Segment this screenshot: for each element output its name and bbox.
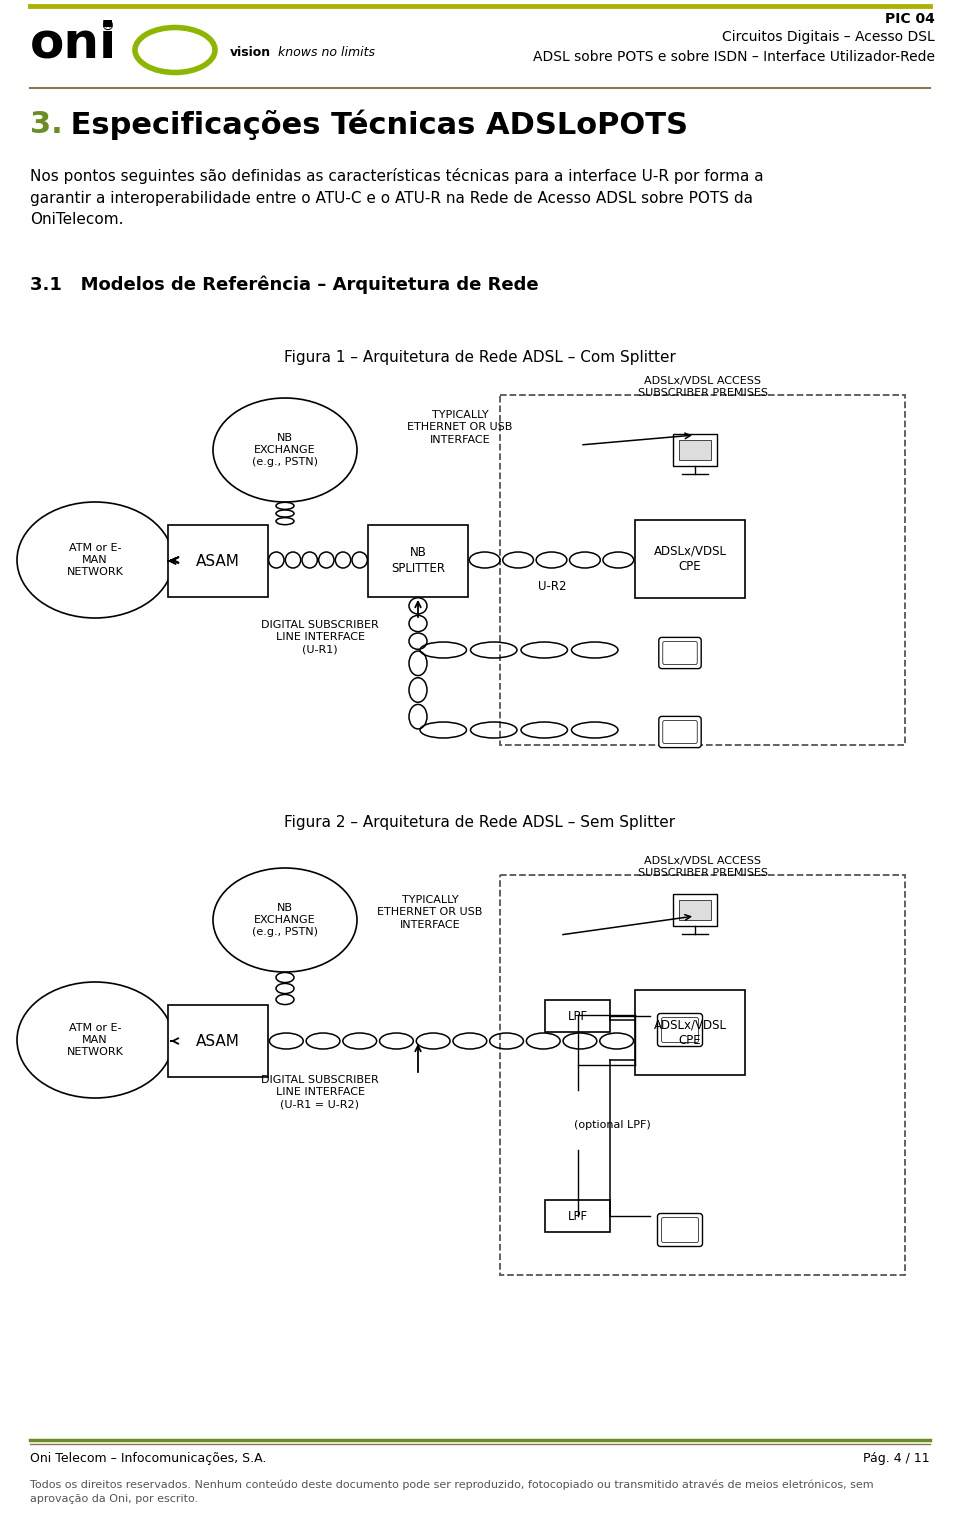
Bar (500, 394, 905, 745)
Text: oni: oni (30, 20, 117, 67)
Bar (635, 520, 745, 598)
Text: ADSLx/VDSL ACCESS
SUBSCRIBER PREMISES: ADSLx/VDSL ACCESS SUBSCRIBER PREMISES (638, 856, 768, 878)
Text: DIGITAL SUBSCRIBER
LINE INTERFACE
(U-R1 = U-R2): DIGITAL SUBSCRIBER LINE INTERFACE (U-R1 … (261, 1075, 379, 1110)
Bar (673, 894, 717, 927)
Text: Nos pontos seguintes são definidas as características técnicas para a interface : Nos pontos seguintes são definidas as ca… (30, 168, 763, 228)
Bar (673, 434, 717, 466)
Text: ADSLx/VDSL
CPE: ADSLx/VDSL CPE (654, 1018, 727, 1047)
Ellipse shape (17, 502, 173, 618)
Text: ®: ® (100, 20, 114, 34)
Bar (168, 1005, 268, 1076)
FancyBboxPatch shape (659, 717, 701, 748)
Text: NB
SPLITTER: NB SPLITTER (391, 546, 445, 575)
Text: ADSLx/VDSL
CPE: ADSLx/VDSL CPE (654, 544, 727, 573)
Ellipse shape (17, 982, 173, 1098)
Text: 3.: 3. (30, 110, 62, 139)
Text: knows no limits: knows no limits (278, 46, 375, 58)
Bar (168, 524, 268, 596)
Text: ADSLx/VDSL ACCESS
SUBSCRIBER PREMISES: ADSLx/VDSL ACCESS SUBSCRIBER PREMISES (638, 376, 768, 398)
Text: NB
EXCHANGE
(e.g., PSTN): NB EXCHANGE (e.g., PSTN) (252, 902, 318, 937)
Text: Pág. 4 / 11: Pág. 4 / 11 (863, 1453, 930, 1465)
FancyBboxPatch shape (658, 1014, 703, 1046)
Text: (optional LPF): (optional LPF) (574, 1121, 650, 1130)
Text: Oni Telecom – Infocomunicações, S.A.: Oni Telecom – Infocomunicações, S.A. (30, 1453, 266, 1465)
Text: Figura 2 – Arquitetura de Rede ADSL – Sem Splitter: Figura 2 – Arquitetura de Rede ADSL – Se… (284, 815, 676, 830)
Text: ATM or E-
MAN
NETWORK: ATM or E- MAN NETWORK (66, 1023, 124, 1058)
Text: ADSL sobre POTS e sobre ISDN – Interface Utilizador-Rede: ADSL sobre POTS e sobre ISDN – Interface… (533, 50, 935, 64)
Text: Circuitos Digitais – Acesso DSL: Circuitos Digitais – Acesso DSL (722, 31, 935, 44)
Text: ATM or E-
MAN
NETWORK: ATM or E- MAN NETWORK (66, 543, 124, 578)
Bar (545, 1200, 610, 1232)
Bar (680, 440, 710, 460)
Bar (545, 1000, 610, 1032)
Text: TYPICALLY
ETHERNET OR USB
INTERFACE: TYPICALLY ETHERNET OR USB INTERFACE (407, 410, 513, 445)
Text: U-R2: U-R2 (538, 579, 566, 593)
Text: PIC 04: PIC 04 (885, 12, 935, 26)
Text: Todos os direitos reservados. Nenhum conteúdo deste documento pode ser reproduzi: Todos os direitos reservados. Nenhum con… (30, 1480, 874, 1505)
Text: DIGITAL SUBSCRIBER
LINE INTERFACE
(U-R1): DIGITAL SUBSCRIBER LINE INTERFACE (U-R1) (261, 619, 379, 654)
FancyBboxPatch shape (658, 1214, 703, 1246)
FancyBboxPatch shape (659, 638, 701, 668)
Bar (680, 899, 710, 920)
Text: 3.1   Modelos de Referência – Arquitetura de Rede: 3.1 Modelos de Referência – Arquitetura … (30, 275, 539, 294)
Bar (500, 875, 905, 1275)
Bar (635, 989, 745, 1075)
Text: Especificações Técnicas ADSLoPOTS: Especificações Técnicas ADSLoPOTS (60, 110, 688, 141)
Text: Figura 1 – Arquitetura de Rede ADSL – Com Splitter: Figura 1 – Arquitetura de Rede ADSL – Co… (284, 350, 676, 365)
Text: vision: vision (230, 46, 271, 58)
Text: ASAM: ASAM (196, 553, 240, 569)
Ellipse shape (213, 398, 357, 502)
Text: LPF: LPF (567, 1209, 588, 1223)
Bar (368, 524, 468, 596)
Ellipse shape (213, 868, 357, 972)
Text: TYPICALLY
ETHERNET OR USB
INTERFACE: TYPICALLY ETHERNET OR USB INTERFACE (377, 894, 483, 930)
Text: NB
EXCHANGE
(e.g., PSTN): NB EXCHANGE (e.g., PSTN) (252, 433, 318, 468)
Text: LPF: LPF (567, 1009, 588, 1023)
Text: ASAM: ASAM (196, 1034, 240, 1049)
